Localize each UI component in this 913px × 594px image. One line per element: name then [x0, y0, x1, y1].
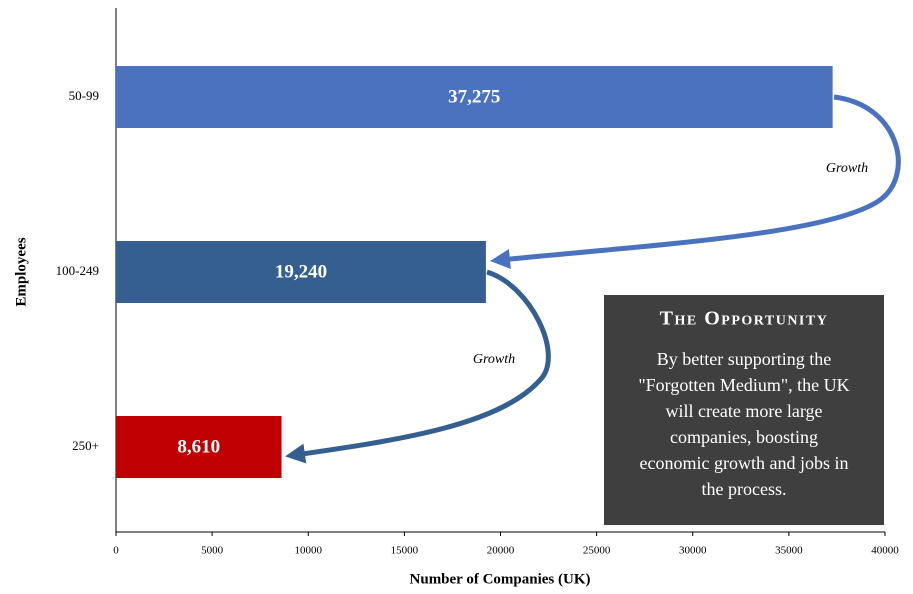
y-tick-label: 100-249	[56, 263, 99, 278]
x-tick-label: 0	[113, 545, 119, 557]
x-tick-label: 15000	[391, 545, 419, 557]
x-tick-label: 10000	[295, 545, 323, 557]
x-tick-label: 40000	[871, 545, 899, 557]
y-tick-label: 250+	[72, 438, 99, 453]
callout-line: companies, boosting	[670, 427, 818, 447]
bar	[116, 241, 486, 303]
x-tick-label: 20000	[487, 545, 515, 557]
value-label: 8,610	[177, 436, 220, 457]
x-axis-label: Number of Companies (UK)	[410, 571, 591, 587]
annotation: Growth	[826, 161, 868, 176]
annotation: Growth	[473, 352, 515, 367]
value-label: 37,275	[448, 86, 500, 107]
y-axis-label: Employees	[13, 237, 29, 306]
growth-arrow	[285, 269, 551, 464]
bar	[116, 416, 282, 478]
callout-title: The Opportunity	[660, 308, 829, 330]
growth-arrow	[490, 94, 901, 269]
x-tick-label: 35000	[775, 545, 803, 557]
value-label: 19,240	[275, 261, 327, 282]
callout-box	[604, 295, 884, 525]
callout-line: will create more large	[665, 401, 822, 421]
callout-line: By better supporting the	[657, 349, 831, 369]
y-tick-label: 50-99	[69, 88, 99, 103]
bar	[116, 66, 833, 128]
callout-line: economic growth and jobs in	[640, 453, 849, 473]
callout-line: the process.	[702, 479, 787, 499]
x-tick-label: 5000	[201, 545, 224, 557]
x-tick-label: 25000	[583, 545, 611, 557]
x-tick-label: 30000	[679, 545, 707, 557]
callout-line: "Forgotten Medium", the UK	[638, 375, 849, 395]
